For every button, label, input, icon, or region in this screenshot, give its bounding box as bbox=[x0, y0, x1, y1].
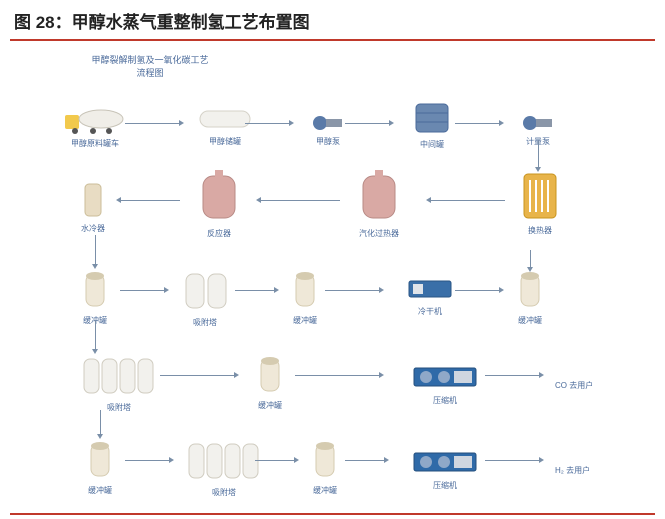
flow-arrow bbox=[125, 123, 180, 124]
flow-arrow bbox=[345, 123, 390, 124]
node-n21: 缓冲罐 bbox=[310, 440, 340, 496]
flow-arrow bbox=[235, 290, 275, 291]
node-label: CO 去用户 bbox=[555, 380, 593, 391]
barrel_blue-icon bbox=[410, 100, 454, 136]
figure-title: 图 28：甲醇水蒸气重整制氢工艺布置图 bbox=[14, 13, 310, 32]
node-n10: 缓冲罐 bbox=[80, 270, 110, 326]
multi_tank2-icon bbox=[180, 270, 230, 314]
flow-arrow bbox=[255, 460, 295, 461]
node-n12: 缓冲罐 bbox=[290, 270, 320, 326]
vtank_pink_big-icon bbox=[355, 170, 403, 225]
node-label: 汽化过热器 bbox=[359, 228, 399, 239]
flow-arrow bbox=[95, 320, 96, 350]
flow-arrow bbox=[345, 460, 385, 461]
node-label: 甲醇原料罐车 bbox=[71, 138, 119, 149]
pump-icon bbox=[310, 113, 346, 133]
node-n3: 甲醇泵 bbox=[310, 113, 346, 147]
flow-arrow bbox=[295, 375, 380, 376]
node-label: 甲醇泵 bbox=[316, 136, 340, 147]
flow-arrow bbox=[160, 375, 235, 376]
htank_white-icon bbox=[195, 105, 255, 133]
node-label: 反应器 bbox=[207, 228, 231, 239]
flow-arrow bbox=[260, 200, 340, 201]
flow-arrow bbox=[100, 410, 101, 435]
flow-arrow bbox=[125, 460, 170, 461]
node-label: 水冷器 bbox=[81, 223, 105, 234]
node-n4: 中间罐 bbox=[410, 100, 454, 150]
multi_tank4-icon bbox=[185, 440, 263, 484]
node-n2: 甲醇储罐 bbox=[195, 105, 255, 147]
compressor-icon bbox=[410, 360, 480, 392]
flow-arrow bbox=[530, 250, 531, 268]
node-n23: H₂ 去用户 bbox=[555, 460, 590, 476]
vtank_cream-icon bbox=[255, 355, 285, 397]
node-label: 吸附塔 bbox=[107, 402, 131, 413]
vtank_pink_big-icon bbox=[195, 170, 243, 225]
flow-arrow bbox=[455, 290, 500, 291]
node-label: 压缩机 bbox=[433, 395, 457, 406]
node-n22: 压缩机 bbox=[410, 445, 480, 491]
flow-arrow bbox=[455, 123, 500, 124]
node-n15: 吸附塔 bbox=[80, 355, 158, 413]
flow-arrow bbox=[485, 460, 540, 461]
heater-icon bbox=[520, 170, 560, 222]
pump-icon bbox=[520, 113, 556, 133]
node-n14: 缓冲罐 bbox=[515, 270, 545, 326]
node-label: 缓冲罐 bbox=[88, 485, 112, 496]
node-n13: 冷干机 bbox=[405, 275, 455, 317]
node-label: 甲醇储罐 bbox=[209, 136, 241, 147]
node-n7: 反应器 bbox=[195, 170, 243, 239]
flow-arrow bbox=[120, 200, 180, 201]
node-n20: 吸附塔 bbox=[185, 440, 263, 498]
node-n17: 压缩机 bbox=[410, 360, 480, 406]
top-divider bbox=[10, 39, 655, 41]
node-label: 换热器 bbox=[528, 225, 552, 236]
node-label: 冷干机 bbox=[418, 306, 442, 317]
node-n16: 缓冲罐 bbox=[255, 355, 285, 411]
node-label: 吸附塔 bbox=[193, 317, 217, 328]
vtank_cream-icon bbox=[80, 270, 110, 312]
machine_small-icon bbox=[405, 275, 455, 303]
node-label: 缓冲罐 bbox=[258, 400, 282, 411]
node-label: H₂ 去用户 bbox=[555, 465, 590, 476]
truck-icon bbox=[65, 105, 125, 135]
bottom-divider bbox=[10, 513, 655, 515]
node-label: 缓冲罐 bbox=[518, 315, 542, 326]
vtank_cream-icon bbox=[85, 440, 115, 482]
node-label: 吸附塔 bbox=[212, 487, 236, 498]
vtank_cream-icon bbox=[515, 270, 545, 312]
flow-arrow bbox=[95, 235, 96, 265]
diagram-subtitle-l1: 甲醇裂解制氢及一氧化碳工艺 bbox=[70, 53, 230, 66]
vtank_cream-icon bbox=[290, 270, 320, 312]
node-n11: 吸附塔 bbox=[180, 270, 230, 328]
diagram-subtitle: 甲醇裂解制氢及一氧化碳工艺 流程图 bbox=[70, 53, 230, 79]
node-n1: 甲醇原料罐车 bbox=[65, 105, 125, 149]
figure-header: 图 28：甲醇水蒸气重整制氢工艺布置图 bbox=[0, 0, 665, 39]
node-n6: 水冷器 bbox=[80, 180, 106, 234]
node-n9: 换热器 bbox=[520, 170, 560, 236]
flow-arrow bbox=[538, 140, 539, 168]
node-n18: CO 去用户 bbox=[555, 375, 593, 391]
compressor-icon bbox=[410, 445, 480, 477]
diagram-subtitle-l2: 流程图 bbox=[70, 66, 230, 79]
flow-arrow bbox=[325, 290, 380, 291]
vtank_cream-icon bbox=[310, 440, 340, 482]
node-label: 缓冲罐 bbox=[313, 485, 337, 496]
text-icon bbox=[572, 460, 574, 462]
vtank_tan_small-icon bbox=[80, 180, 106, 220]
node-label: 压缩机 bbox=[433, 480, 457, 491]
flow-arrow bbox=[430, 200, 505, 201]
node-n8: 汽化过热器 bbox=[355, 170, 403, 239]
flow-arrow bbox=[120, 290, 165, 291]
process-diagram: 甲醇裂解制氢及一氧化碳工艺 流程图 甲醇原料罐车甲醇储罐甲醇泵中间罐计量泵水冷器… bbox=[10, 45, 655, 515]
node-n19: 缓冲罐 bbox=[85, 440, 115, 496]
flow-arrow bbox=[245, 123, 290, 124]
node-label: 缓冲罐 bbox=[293, 315, 317, 326]
text-icon bbox=[573, 375, 575, 377]
node-label: 中间罐 bbox=[420, 139, 444, 150]
flow-arrow bbox=[485, 375, 540, 376]
multi_tank4-icon bbox=[80, 355, 158, 399]
